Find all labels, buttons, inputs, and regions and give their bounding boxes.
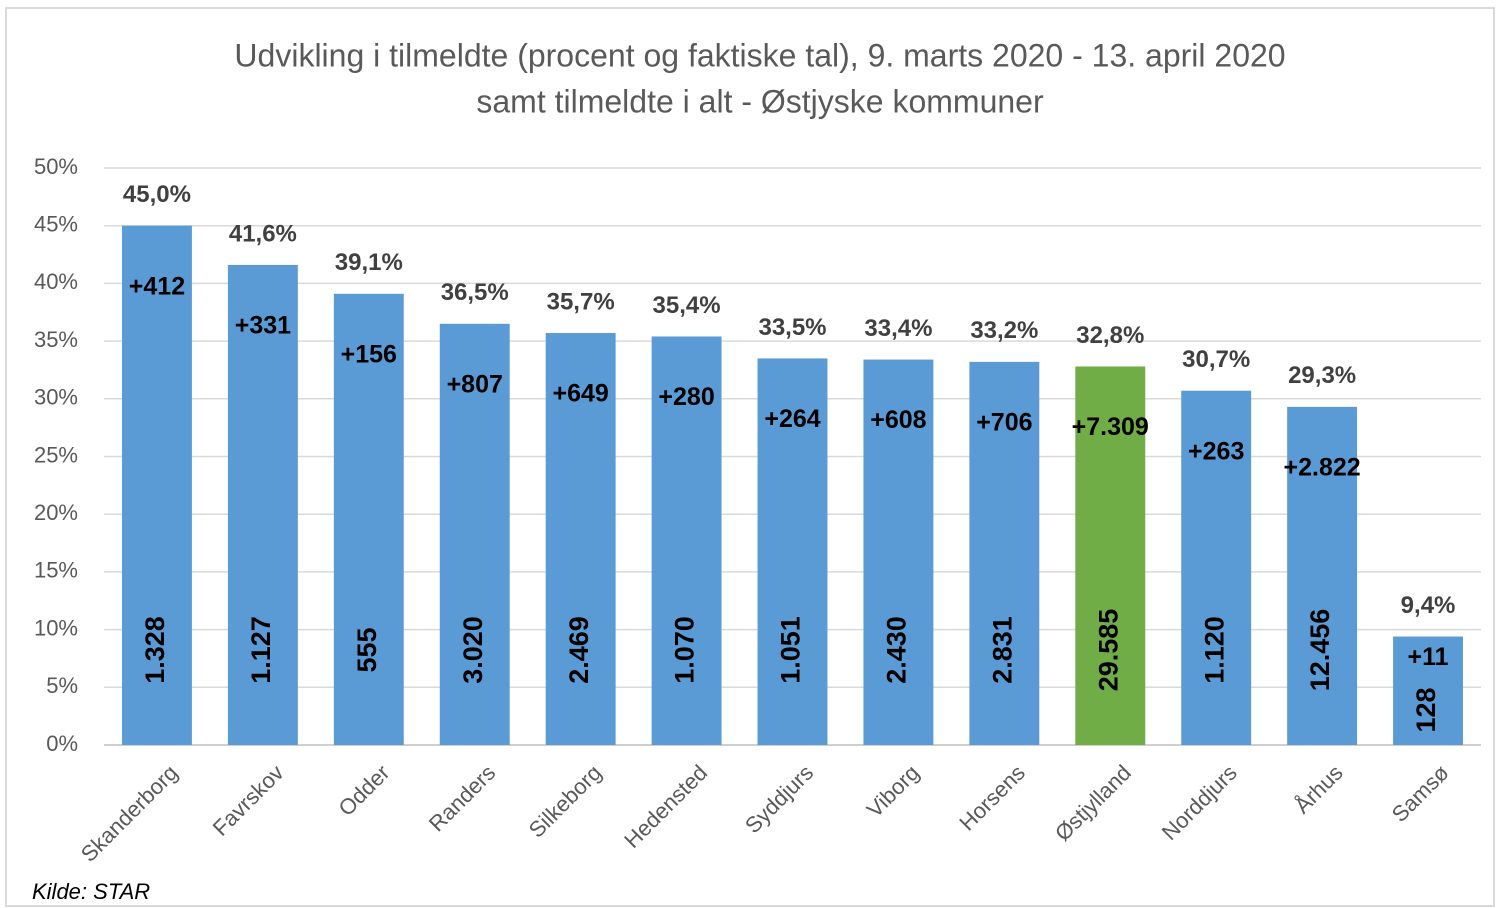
bar	[651, 336, 722, 745]
total-label: 1.328	[140, 616, 170, 684]
value-label: 32,8%	[1076, 322, 1144, 349]
increase-label: +807	[447, 370, 503, 398]
increase-label: +649	[552, 380, 608, 408]
value-label: 33,5%	[758, 314, 826, 341]
total-label: 2.469	[564, 616, 594, 684]
bar	[333, 293, 404, 745]
value-label: 30,7%	[1182, 346, 1250, 373]
value-label: 33,4%	[864, 315, 932, 342]
total-label: 128	[1411, 687, 1441, 732]
bar	[545, 333, 616, 745]
increase-label: +7.309	[1072, 413, 1149, 441]
chart-subtitle: samt tilmeldte i alt - Østjyske kommuner	[476, 83, 1044, 119]
value-label: 9,4%	[1401, 592, 1456, 619]
value-label: 35,7%	[547, 288, 615, 315]
total-label: 3.020	[458, 616, 488, 684]
y-tick-label: 5%	[46, 673, 78, 698]
y-tick-label: 50%	[34, 154, 78, 179]
value-label: 35,4%	[653, 292, 721, 319]
total-label: 1.127	[246, 616, 276, 684]
y-tick-label: 40%	[34, 269, 78, 294]
increase-label: +608	[870, 406, 926, 434]
total-label: 1.070	[670, 616, 700, 684]
increase-label: +280	[658, 383, 714, 411]
bar	[863, 359, 934, 745]
total-label: 1.120	[1199, 616, 1229, 684]
value-label: 45,0%	[123, 181, 191, 208]
bar	[439, 323, 510, 745]
value-label: 36,5%	[441, 279, 509, 306]
bar	[1075, 366, 1146, 745]
bar	[227, 264, 298, 745]
bar	[1181, 390, 1252, 745]
total-label: 555	[352, 627, 382, 672]
bar	[757, 358, 828, 745]
bar	[1393, 636, 1463, 745]
y-tick-label: 35%	[34, 327, 78, 352]
bar	[122, 225, 192, 745]
y-tick-label: 45%	[34, 212, 78, 237]
increase-label: +263	[1188, 437, 1244, 465]
total-label: 2.831	[987, 616, 1017, 684]
bar	[969, 361, 1040, 745]
value-label: 41,6%	[229, 220, 297, 247]
source-note: Kilde: STAR	[32, 879, 150, 904]
increase-label: +11	[1408, 643, 1449, 671]
value-label: 39,1%	[335, 249, 403, 276]
increase-label: +264	[764, 405, 820, 433]
value-label: 29,3%	[1288, 362, 1356, 389]
increase-label: +331	[235, 312, 291, 340]
increase-label: +412	[129, 272, 185, 300]
y-tick-label: 0%	[46, 731, 78, 756]
total-label: 29.585	[1093, 609, 1123, 692]
total-label: 12.456	[1305, 609, 1335, 692]
y-tick-label: 30%	[34, 385, 78, 410]
bar	[1287, 406, 1358, 745]
y-tick-label: 20%	[34, 500, 78, 525]
increase-label: +156	[341, 340, 397, 368]
y-tick-label: 10%	[34, 615, 78, 640]
increase-label: +706	[976, 408, 1032, 436]
total-label: 2.430	[882, 616, 912, 684]
increase-label: +2.822	[1284, 453, 1361, 481]
y-tick-label: 15%	[34, 558, 78, 583]
chart-title: Udvikling i tilmeldte (procent og faktis…	[234, 37, 1285, 73]
total-label: 1.051	[776, 616, 806, 684]
value-label: 33,2%	[970, 317, 1038, 344]
y-tick-label: 25%	[34, 442, 78, 467]
